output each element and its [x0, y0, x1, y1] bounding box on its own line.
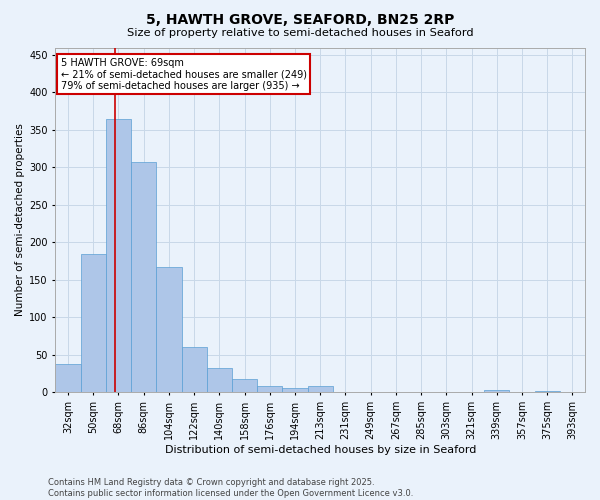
- Bar: [55, 364, 80, 392]
- Y-axis label: Number of semi-detached properties: Number of semi-detached properties: [15, 124, 25, 316]
- Bar: [157, 267, 182, 392]
- Bar: [80, 254, 106, 392]
- Bar: [535, 391, 560, 392]
- Text: 5 HAWTH GROVE: 69sqm
← 21% of semi-detached houses are smaller (249)
79% of semi: 5 HAWTH GROVE: 69sqm ← 21% of semi-detac…: [61, 58, 307, 91]
- Text: Contains HM Land Registry data © Crown copyright and database right 2025.
Contai: Contains HM Land Registry data © Crown c…: [48, 478, 413, 498]
- Bar: [283, 388, 308, 392]
- Bar: [308, 386, 333, 392]
- Bar: [131, 162, 157, 392]
- Bar: [484, 390, 509, 392]
- Bar: [207, 368, 232, 392]
- Text: 5, HAWTH GROVE, SEAFORD, BN25 2RP: 5, HAWTH GROVE, SEAFORD, BN25 2RP: [146, 12, 454, 26]
- Text: Size of property relative to semi-detached houses in Seaford: Size of property relative to semi-detach…: [127, 28, 473, 38]
- Bar: [182, 348, 207, 393]
- Bar: [232, 379, 257, 392]
- X-axis label: Distribution of semi-detached houses by size in Seaford: Distribution of semi-detached houses by …: [164, 445, 476, 455]
- Bar: [257, 386, 283, 392]
- Bar: [106, 118, 131, 392]
